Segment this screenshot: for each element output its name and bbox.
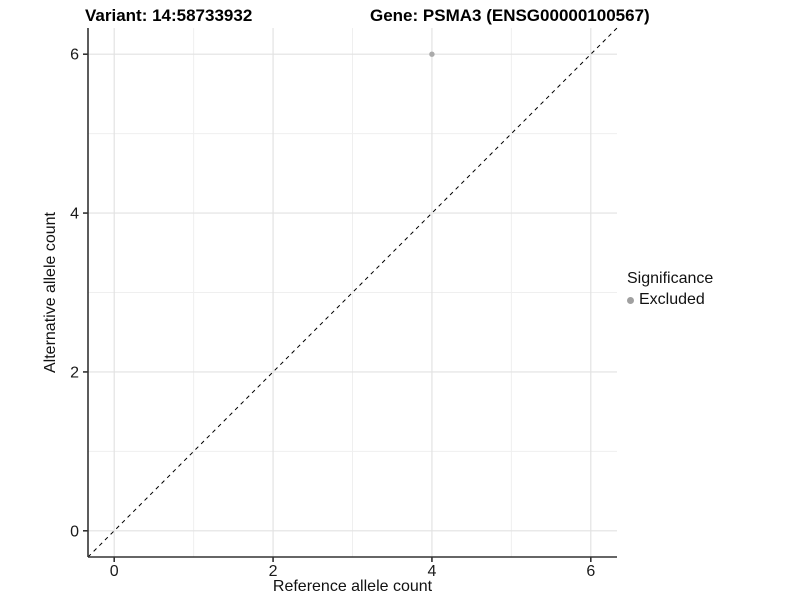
x-axis-title: Reference allele count (272, 578, 433, 595)
x-tick-label: 4 (427, 563, 436, 580)
y-tick-label: 0 (70, 523, 79, 540)
x-tick-label: 2 (269, 563, 278, 580)
y-tick-label: 2 (70, 364, 79, 381)
variant-title: Variant: 14:58733932 (85, 6, 253, 25)
legend-point-icon (627, 296, 634, 304)
y-tick-label: 4 (70, 206, 79, 223)
y-axis-title: Alternative allele count (42, 212, 59, 373)
data-point (429, 51, 435, 57)
y-tick-label: 6 (70, 47, 79, 64)
legend-title: Significance (627, 270, 714, 287)
legend-item-excluded: Excluded (627, 291, 713, 309)
legend: Significance Excluded (627, 270, 713, 309)
legend-item-label: Excluded (639, 291, 705, 308)
gene-title: Gene: PSMA3 (ENSG00000100567) (370, 6, 650, 25)
x-tick-label: 0 (110, 563, 119, 580)
x-tick-label: 6 (586, 563, 595, 580)
